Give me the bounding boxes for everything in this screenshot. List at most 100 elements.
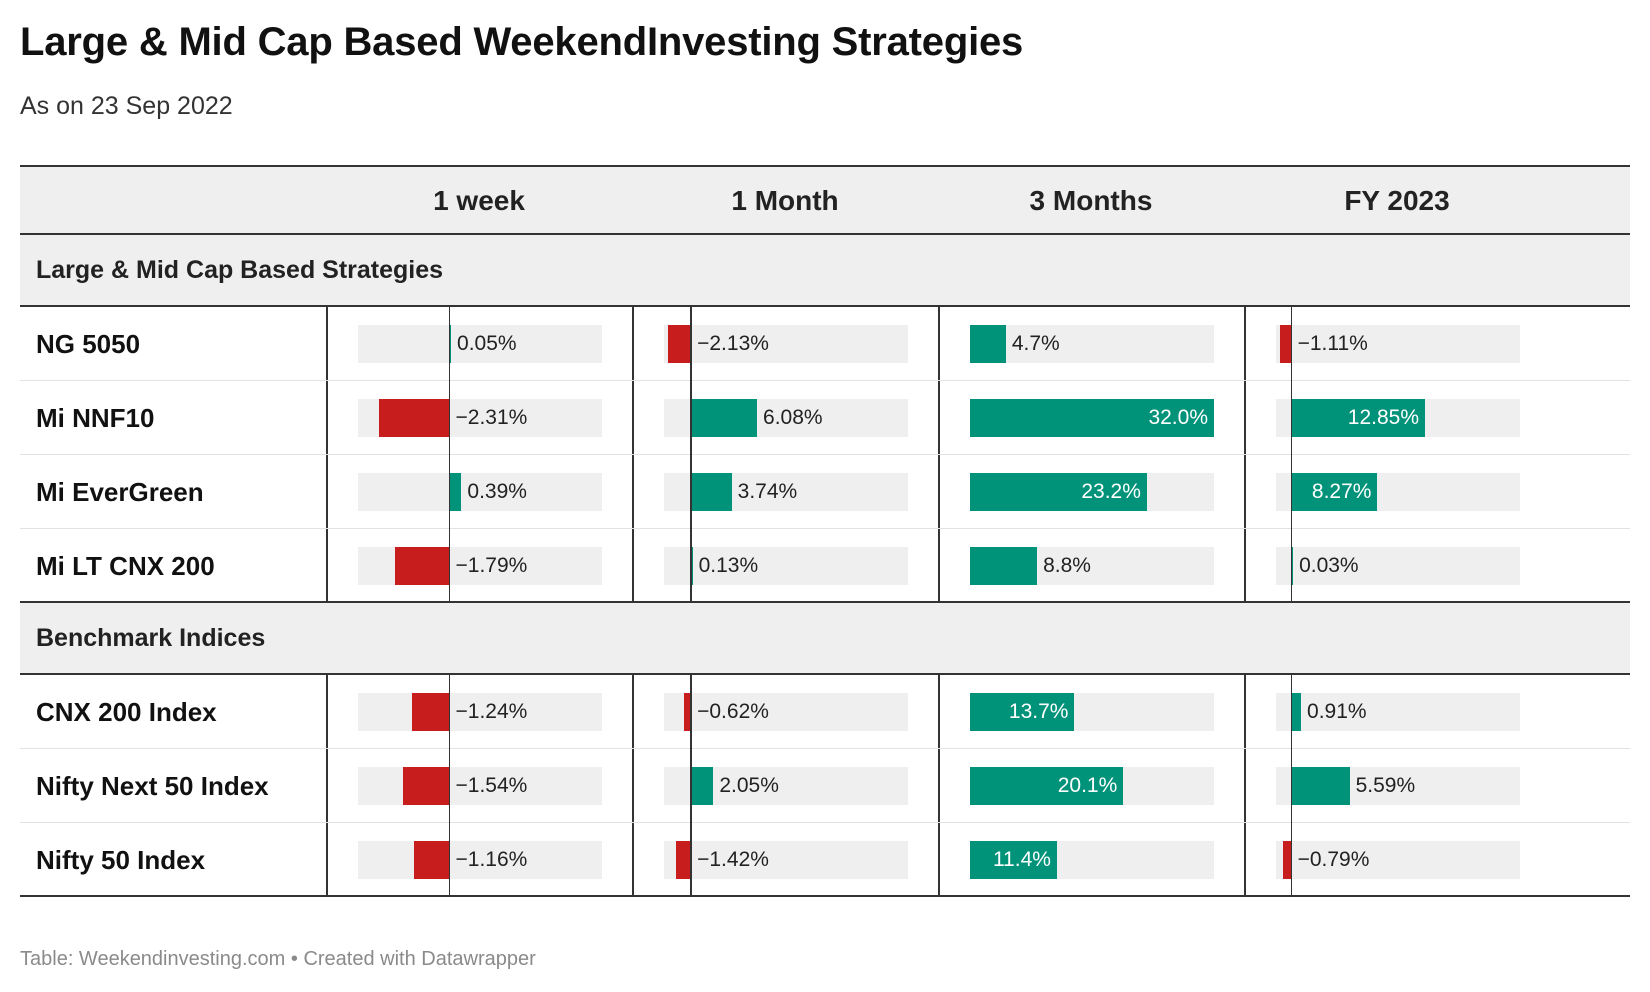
value-label: −0.79% bbox=[1297, 848, 1370, 871]
bar-negative bbox=[379, 399, 450, 437]
bar-positive bbox=[970, 693, 1075, 731]
bar-negative bbox=[414, 841, 450, 879]
column-divider bbox=[326, 675, 328, 748]
bar-cell-1-week: 0.39% bbox=[358, 455, 602, 529]
column-divider bbox=[1244, 529, 1246, 601]
bar-positive bbox=[970, 547, 1038, 585]
value-label: 0.39% bbox=[467, 480, 527, 503]
column-header-fy-2023: FY 2023 bbox=[1344, 185, 1450, 216]
zero-axis bbox=[448, 529, 451, 603]
value-label: −1.16% bbox=[455, 848, 528, 871]
column-divider bbox=[326, 307, 328, 380]
bar-cell-fy-2023: −1.11% bbox=[1276, 307, 1520, 381]
bar-cell-1-week: −1.24% bbox=[358, 675, 602, 749]
value-label: 5.59% bbox=[1355, 774, 1416, 797]
row-label: Mi EverGreen bbox=[36, 477, 204, 507]
column-header-1-week: 1 week bbox=[433, 185, 525, 216]
bar-positive bbox=[1291, 399, 1425, 437]
value-label: −2.31% bbox=[455, 406, 528, 429]
zero-axis bbox=[690, 675, 692, 749]
column-divider bbox=[938, 307, 940, 380]
bar-negative bbox=[411, 693, 450, 731]
bar-positive bbox=[449, 473, 462, 511]
column-header-3-months: 3 Months bbox=[1029, 185, 1153, 216]
bar-cell-fy-2023: 12.85% bbox=[1276, 381, 1520, 455]
bar-positive bbox=[1291, 767, 1350, 805]
bar-cell-fy-2023: 5.59% bbox=[1276, 749, 1520, 823]
bar-cell-fy-2023: −0.79% bbox=[1276, 823, 1520, 897]
value-label: 32.0% bbox=[1148, 406, 1208, 429]
row-label: Mi LT CNX 200 bbox=[36, 551, 215, 581]
value-label: 0.03% bbox=[1299, 554, 1359, 577]
row-label: Mi NNF10 bbox=[36, 403, 155, 433]
bar-positive bbox=[1291, 547, 1294, 585]
column-divider bbox=[326, 749, 328, 822]
column-divider bbox=[632, 455, 634, 528]
value-label: −0.62% bbox=[697, 700, 769, 723]
value-label: 0.05% bbox=[457, 332, 517, 355]
value-label: 8.8% bbox=[1043, 554, 1091, 577]
bar-cell-1-month: −1.42% bbox=[664, 823, 908, 897]
bar-cell-3-months: 20.1% bbox=[970, 767, 1214, 805]
bar-cell-1-month: 2.05% bbox=[664, 749, 908, 823]
zero-axis bbox=[448, 675, 451, 749]
zero-axis bbox=[690, 823, 692, 897]
column-divider bbox=[938, 455, 940, 528]
column-divider bbox=[632, 307, 634, 380]
bar-positive bbox=[449, 325, 452, 363]
zero-axis bbox=[448, 823, 451, 897]
bar-cell-1-month: −0.62% bbox=[664, 675, 908, 749]
bar-cell-1-month: −2.13% bbox=[664, 307, 908, 381]
column-divider bbox=[1244, 675, 1246, 748]
zero-axis bbox=[1290, 381, 1293, 455]
zero-axis bbox=[690, 749, 692, 823]
table-row: Nifty 50 Index −1.16% −1.42% 11.4% −0.79% bbox=[20, 823, 1630, 897]
bar-cell-1-week: −1.16% bbox=[358, 823, 602, 897]
table-body: Large & Mid Cap Based Strategies NG 5050 0… bbox=[20, 235, 1630, 897]
column-divider bbox=[326, 455, 328, 528]
bar-cell-3-months: 32.0% bbox=[970, 399, 1214, 437]
zero-axis bbox=[448, 455, 451, 529]
zero-axis bbox=[690, 307, 692, 381]
column-divider bbox=[632, 529, 634, 601]
bar-cell-3-months: 8.8% bbox=[970, 547, 1214, 585]
table-row: Nifty Next 50 Index −1.54% 2.05% 20.1% 5.59% bbox=[20, 749, 1630, 823]
bar-negative bbox=[1280, 325, 1292, 363]
bar-cell-fy-2023: 0.03% bbox=[1276, 529, 1520, 603]
zero-axis bbox=[448, 749, 451, 823]
bar-negative bbox=[394, 547, 450, 585]
bar-positive bbox=[970, 325, 1006, 363]
bar-positive bbox=[1291, 473, 1378, 511]
chart-title: Large & Mid Cap Based WeekendInvesting S… bbox=[20, 20, 1024, 64]
bar-cell-fy-2023: 0.91% bbox=[1276, 675, 1520, 749]
bar-positive bbox=[1291, 693, 1301, 731]
zero-axis bbox=[1290, 307, 1293, 381]
value-label: 12.85% bbox=[1347, 406, 1419, 429]
table-row: Mi EverGreen 0.39% 3.74% 23.2% 8.27% bbox=[20, 455, 1630, 529]
group-label: Large & Mid Cap Based Strategies bbox=[36, 256, 444, 284]
bar-positive bbox=[691, 767, 714, 805]
table-row: NG 5050 0.05% −2.13% 4.7% −1.11% bbox=[20, 307, 1630, 381]
column-divider bbox=[1244, 455, 1246, 528]
value-label: −1.11% bbox=[1297, 332, 1368, 355]
zero-axis bbox=[1290, 455, 1293, 529]
value-label: 2.05% bbox=[719, 774, 779, 797]
column-divider bbox=[326, 381, 328, 454]
bar-cell-3-months: 11.4% bbox=[970, 841, 1214, 879]
value-label: −1.79% bbox=[455, 554, 528, 577]
value-label: 0.13% bbox=[698, 554, 759, 577]
row-label: CNX 200 Index bbox=[36, 697, 217, 727]
value-label: −1.42% bbox=[697, 848, 769, 871]
bar-cell-1-week: −1.79% bbox=[358, 529, 602, 603]
table-header-row: 1 week 1 Month 3 Months FY 2023 bbox=[20, 165, 1630, 235]
zero-axis bbox=[690, 455, 692, 529]
bar-positive bbox=[970, 767, 1124, 805]
bar-cell-3-months: 13.7% bbox=[970, 693, 1214, 731]
column-divider bbox=[326, 823, 328, 895]
zero-axis bbox=[1290, 749, 1293, 823]
bar-cell-fy-2023: 8.27% bbox=[1276, 455, 1520, 529]
bar-cell-1-week: −1.54% bbox=[358, 749, 602, 823]
column-divider bbox=[1244, 749, 1246, 822]
bar-negative bbox=[402, 767, 450, 805]
footer-credit: Table: Weekendinvesting.com • Created wi… bbox=[20, 948, 536, 970]
